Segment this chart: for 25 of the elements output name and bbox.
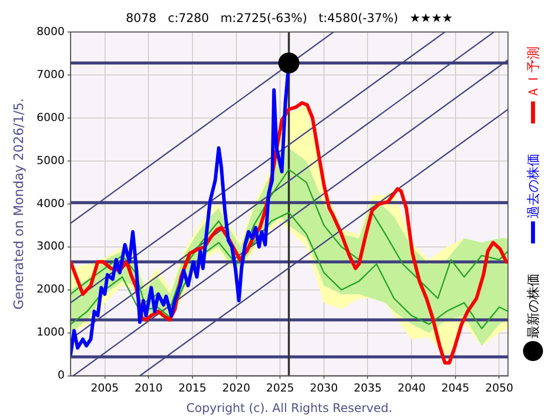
text: 過去の株価 — [526, 153, 542, 218]
x-tick-label: 2005 — [90, 381, 119, 394]
y-tick-label: 0 — [58, 368, 65, 382]
x-tick-label: 2015 — [178, 381, 206, 394]
x-tick-label: 2010 — [134, 381, 163, 394]
chart-title: 8078 c:7280 m:2725(-63%) t:4580(-37%) ★★★★ — [126, 11, 453, 25]
x-tick-label: 2035 — [354, 381, 382, 394]
y-tick-label: 2000 — [36, 282, 65, 296]
x-tick-label: 2025 — [266, 381, 294, 394]
y-tick-label: 7000 — [36, 68, 65, 81]
x-tick-label: 2045 — [441, 381, 470, 394]
y-axis-title: Generated on Monday 2026/1/5. — [12, 98, 28, 310]
text: 最新の株価 — [526, 273, 542, 338]
text: Copyright (c). All Rights Reserved. — [186, 401, 392, 415]
y-tick-label: 4000 — [36, 196, 65, 210]
x-tick-label: 2030 — [310, 381, 338, 394]
y-tick-label: 1000 — [36, 326, 65, 339]
x-tick-label: 2040 — [398, 381, 426, 394]
y-tick-label: 5000 — [36, 154, 65, 167]
x-tick-label: 2050 — [485, 381, 514, 394]
x-tick-label: 2020 — [222, 381, 250, 394]
y-tick-label: 6000 — [36, 110, 65, 124]
text: ＡＩ予測 — [526, 46, 542, 98]
y-tick-label: 8000 — [36, 24, 65, 38]
y-tick-label: 3000 — [36, 240, 65, 253]
